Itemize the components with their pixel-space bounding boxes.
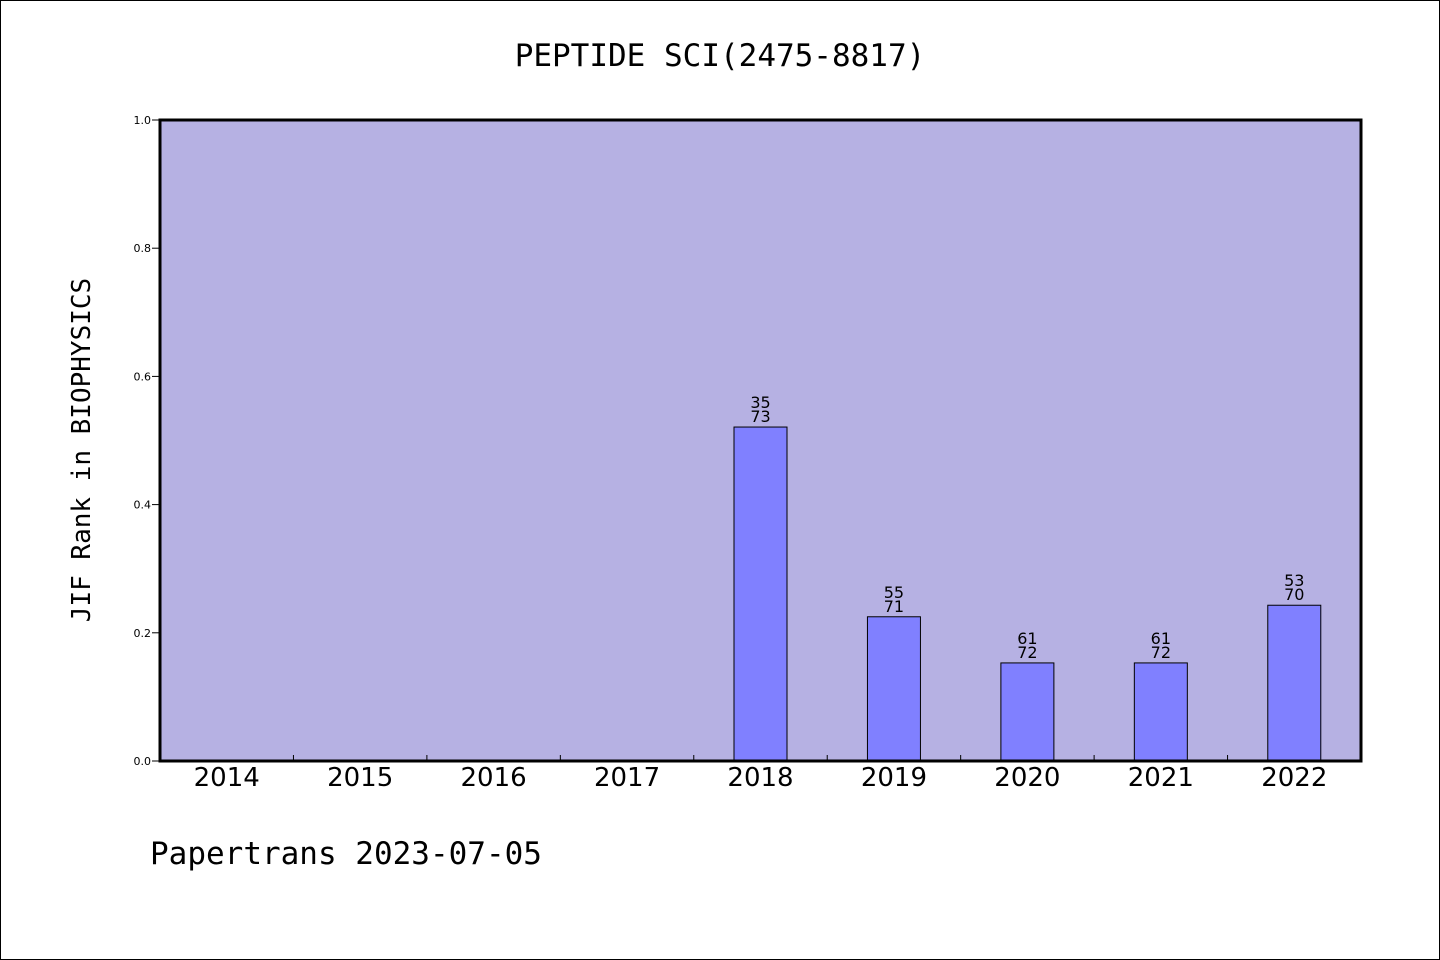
y-axis-label: JIF Rank in BIOPHYSICS (67, 278, 97, 622)
chart-title: PEPTIDE SCI(2475-8817) (515, 38, 926, 74)
y-tick-label: 0.0 (134, 755, 152, 768)
bar-label-rank: 61 (1017, 629, 1037, 648)
y-tick-label: 0.8 (134, 242, 152, 255)
x-tick-label-2022: 2022 (1261, 763, 1327, 793)
x-tick-label-2017: 2017 (594, 763, 660, 793)
plot-border (158, 118, 1363, 763)
bar-2019 (866, 616, 921, 762)
footer-credit: Papertrans 2023-07-05 (150, 836, 542, 872)
bar-label-total: 73 (750, 407, 770, 426)
bar-label-rank: 61 (1151, 629, 1171, 648)
bar-2021 (1133, 662, 1188, 762)
x-tick-label-2019: 2019 (861, 763, 927, 793)
y-tick-label: 0.4 (134, 499, 152, 512)
x-tick-label-2021: 2021 (1128, 763, 1194, 793)
x-tick-label-2018: 2018 (727, 763, 793, 793)
x-tick-label-2015: 2015 (327, 763, 393, 793)
bar-label-rank: 55 (884, 583, 904, 602)
x-tick-label-2014: 2014 (194, 763, 260, 793)
y-tick-label: 0.2 (134, 627, 152, 640)
bar-label-total: 72 (1017, 643, 1037, 662)
x-tick-label-2016: 2016 (461, 763, 527, 793)
bar-label-total: 71 (884, 597, 904, 616)
bar-2020 (1000, 662, 1055, 762)
bar-label-total: 72 (1151, 643, 1171, 662)
x-tick-label-2020: 2020 (994, 763, 1060, 793)
y-tick-label: 1.0 (134, 114, 152, 127)
bar-2022 (1267, 604, 1322, 762)
bar-label-rank: 35 (750, 393, 770, 412)
y-tick-label: 0.6 (134, 370, 152, 383)
bar-label-rank: 53 (1284, 571, 1304, 590)
bar-2018 (733, 426, 788, 762)
bar-label-total: 70 (1284, 585, 1304, 604)
